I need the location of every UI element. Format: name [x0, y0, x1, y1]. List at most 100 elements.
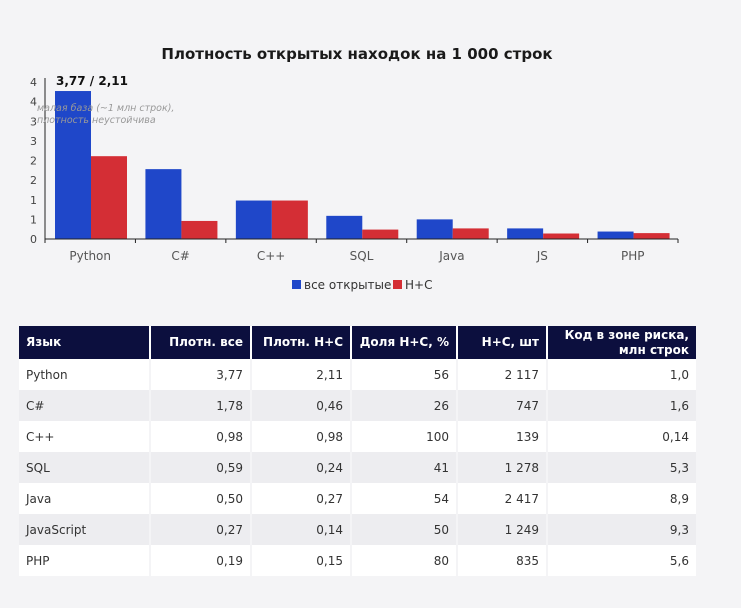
table-cell: 0,98 [251, 421, 352, 452]
bar-chart: Плотность открытых находок на 1 000 стро… [30, 45, 679, 292]
table-cell: 1,0 [547, 359, 696, 390]
table-cell: PHP [19, 545, 151, 576]
bar-hc-js [543, 233, 580, 239]
y-tick-label: 4 [30, 76, 37, 89]
bar-hc-python [91, 156, 127, 239]
table-row: SQL 0,59 0,24 41 1 278 5,3 [19, 452, 696, 483]
bar-all-python [55, 91, 91, 239]
table-cell: 0,19 [150, 545, 252, 576]
table-cell: 5,3 [547, 452, 696, 483]
table-cell: 139 [457, 421, 548, 452]
bar-hc-sql [362, 229, 399, 239]
table-row: JavaScript 0,27 0,14 50 1 249 9,3 [19, 514, 696, 545]
table-cell: 0,46 [251, 390, 352, 421]
table-cell: 50 [351, 514, 458, 545]
table-cell: 0,59 [150, 452, 252, 483]
bar-all-sql [326, 215, 363, 239]
x-tick-label: PHP [621, 249, 645, 263]
table-row: Python 3,77 2,11 56 2 117 1,0 [19, 359, 696, 390]
table-cell: 2,11 [251, 359, 352, 390]
table-cell: 835 [457, 545, 548, 576]
bar-all-java [416, 219, 453, 239]
table-cell: 26 [351, 390, 458, 421]
table-cell: 8,9 [547, 483, 696, 514]
table-cell: 0,14 [547, 421, 696, 452]
data-table-container: Язык Плотн. все Плотн. Н+С Доля Н+С, % Н+С, … [19, 326, 696, 576]
bar-all-cxx [235, 200, 272, 239]
table-cell: 80 [351, 545, 458, 576]
table-cell: 1,6 [547, 390, 696, 421]
y-tick-label: 0 [30, 233, 37, 246]
legend-swatch [393, 280, 402, 289]
x-tick-label: Java [438, 249, 464, 263]
bar-all-js [507, 228, 544, 239]
table-cell: 100 [351, 421, 458, 452]
table-cell: 1,78 [150, 390, 252, 421]
y-tick-label: 1 [30, 194, 37, 207]
y-axis: 0 1 1 2 2 3 3 4 4 [30, 76, 46, 246]
y-tick-label: 1 [30, 213, 37, 226]
table-cell: 0,15 [251, 545, 352, 576]
x-tick-label: C++ [257, 249, 286, 263]
bars-group [55, 91, 670, 239]
y-tick-label: 2 [30, 174, 37, 187]
table-cell: 0,24 [251, 452, 352, 483]
python-value-label: 3,77 / 2,11 [56, 74, 128, 88]
table-header-cell: Язык [19, 326, 151, 359]
table-cell: 5,6 [547, 545, 696, 576]
table-header-cell: Код в зоне риска, млн строк [547, 326, 696, 359]
bar-hc-cx [181, 220, 218, 239]
table-cell: C++ [19, 421, 151, 452]
table-body: Python 3,77 2,11 56 2 117 1,0 C# 1,78 0,46 26 747 1… [19, 359, 696, 576]
legend-label: все открытые [304, 278, 391, 292]
table-cell: 56 [351, 359, 458, 390]
legend-swatch [292, 280, 301, 289]
table-cell: 3,77 [150, 359, 252, 390]
x-tick-label: C# [171, 249, 189, 263]
table-cell: 0,50 [150, 483, 252, 514]
y-tick-label: 4 [30, 96, 37, 109]
table-cell: 1 249 [457, 514, 548, 545]
legend: все открытые Н+С [292, 278, 432, 292]
y-tick-label: 2 [30, 155, 37, 168]
table-row: C# 1,78 0,46 26 747 1,6 [19, 390, 696, 421]
python-note-line2: плотность неустойчива [37, 115, 156, 126]
table-cell: SQL [19, 452, 151, 483]
legend-label: Н+С [405, 278, 432, 292]
table-cell: 9,3 [547, 514, 696, 545]
table-cell: 54 [351, 483, 458, 514]
x-axis: Python C# C++ SQL Java JS PHP [44, 238, 679, 263]
table-cell: 0,27 [150, 514, 252, 545]
x-tick-label: Python [69, 249, 111, 263]
bar-hc-cxx [271, 200, 308, 239]
table-cell: 747 [457, 390, 548, 421]
table-cell: 1 278 [457, 452, 548, 483]
table-header-row: Язык Плотн. все Плотн. Н+С Доля Н+С, % Н+С, … [19, 326, 696, 359]
data-table: Язык Плотн. все Плотн. Н+С Доля Н+С, % Н+С, … [19, 326, 696, 576]
annotations: 3,77 / 2,11 малая база (~1 млн строк), п… [37, 74, 174, 126]
table-header-cell: Плотн. Н+С [251, 326, 352, 359]
bar-hc-php [633, 233, 670, 239]
table-row: Java 0,50 0,27 54 2 417 8,9 [19, 483, 696, 514]
bar-all-cx [145, 169, 182, 239]
table-row: C++ 0,98 0,98 100 139 0,14 [19, 421, 696, 452]
table-cell: Java [19, 483, 151, 514]
table-cell: 2 117 [457, 359, 548, 390]
y-tick-label: 3 [30, 135, 37, 148]
table-cell: 0,27 [251, 483, 352, 514]
table-cell: 0,14 [251, 514, 352, 545]
table-header-cell: Н+С, шт [457, 326, 548, 359]
python-note-line1: малая база (~1 млн строк), [37, 103, 174, 114]
x-tick-label: JS [536, 249, 548, 263]
bar-all-php [597, 231, 634, 239]
table-header-cell: Доля Н+С, % [351, 326, 458, 359]
table-header-cell: Плотн. все [150, 326, 252, 359]
table-cell: JavaScript [19, 514, 151, 545]
bar-hc-java [452, 228, 489, 239]
table-cell: 2 417 [457, 483, 548, 514]
table-cell: 41 [351, 452, 458, 483]
table-cell: 0,98 [150, 421, 252, 452]
table-row: PHP 0,19 0,15 80 835 5,6 [19, 545, 696, 576]
table-cell: C# [19, 390, 151, 421]
y-tick-label: 3 [30, 115, 37, 128]
